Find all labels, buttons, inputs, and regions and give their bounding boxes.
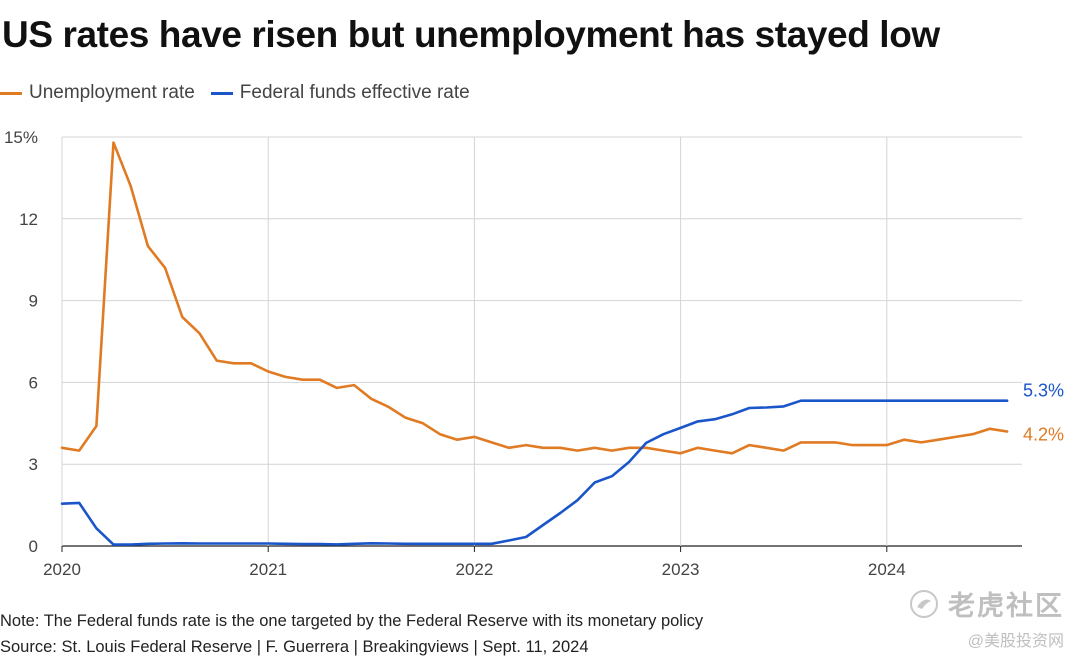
watermark-logo: 老虎社区 [908,584,1064,623]
y-tick-label: 9 [29,292,38,311]
watermark-tiger-icon [910,589,938,618]
series-end-labels: 4.2% 5.3% [1023,381,1064,445]
x-tick-label: 2023 [662,560,700,579]
chart-note: Note: The Federal funds rate is the one … [0,612,704,630]
watermark-sub-text: @美股投资网 [967,633,1064,650]
fed-funds-rate-line [60,399,1009,546]
grid [61,136,1022,552]
watermark-main-text: 老虎社区 [948,591,1064,621]
legend-item-fed-funds: Federal funds effective rate [210,82,470,104]
y-tick-label: 6 [29,373,38,392]
legend-label-fed-funds: Federal funds effective rate [239,82,470,103]
legend: Unemployment rate Federal funds effectiv… [0,82,486,104]
legend-swatch-unemployment [0,91,22,95]
y-tick-label: 0 [29,537,38,556]
x-tick-label: 2021 [249,560,287,579]
unemployment-rate-line [60,141,1009,455]
x-tick-label: 2024 [868,560,906,579]
series-lines [60,141,1009,546]
chart-title: US rates have risen but unemployment has… [2,14,940,55]
legend-swatch-fed-funds [210,91,233,95]
legend-label-unemployment: Unemployment rate [29,82,195,103]
fed-funds-end-label: 5.3% [1023,381,1064,401]
watermark: 老虎社区 @美股投资网 [908,584,1064,651]
line-chart: 0 3 6 9 12 15% 2020 2021 2022 2023 2024 4.2% 5.3% [4,128,1064,579]
unemployment-end-label: 4.2% [1023,424,1064,444]
x-tick-label: 2020 [43,560,81,579]
y-tick-label: 12 [19,210,38,229]
y-tick-label: 3 [29,455,38,474]
legend-item-unemployment: Unemployment rate [0,82,195,104]
x-tick-label: 2022 [455,560,493,579]
x-axis-ticks: 2020 2021 2022 2023 2024 [43,560,906,579]
y-tick-label: 15% [4,128,38,147]
chart-source: Source: St. Louis Federal Reserve | F. G… [0,638,589,656]
y-axis-ticks: 0 3 6 9 12 15% [4,128,38,556]
